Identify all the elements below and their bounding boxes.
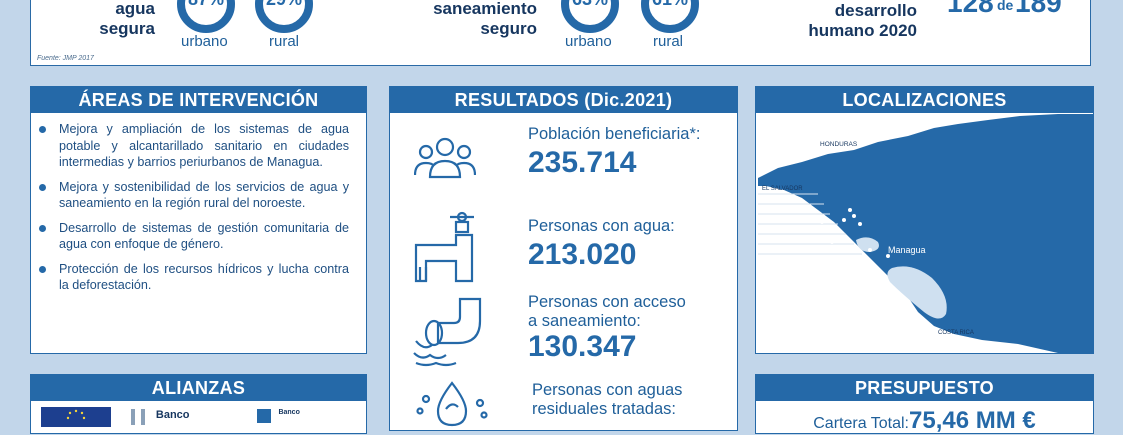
result-label-2: Personas con agua: (528, 217, 675, 235)
alliances-panel: ALIANZAS Banco Banco (30, 374, 367, 434)
result-value-1: 235.714 (528, 146, 637, 179)
budget-panel: PRESUPUESTO Cartera Total:75,46 MM € (755, 374, 1094, 434)
water-rural-ring (255, 0, 313, 33)
water-title: agua segura (99, 0, 155, 38)
eu-flag-logo (41, 407, 111, 427)
sanitation-urban-value: 63% (555, 0, 625, 10)
list-item: Mejora y ampliación de los sistemas de a… (39, 121, 349, 171)
hdi-total: 189 (1015, 0, 1062, 18)
sanitation-title: saneamiento seguro (433, 0, 537, 38)
people-group-icon (413, 135, 477, 186)
areas-panel: ÁREAS DE INTERVENCIÓN Mejora y ampliació… (30, 86, 367, 354)
budget-title: PRESUPUESTO (756, 375, 1093, 401)
source-note: Fuente: JMP 2017 (37, 55, 94, 62)
alliances-title: ALIANZAS (31, 375, 366, 401)
sanitation-rural-label: rural (653, 33, 684, 50)
svg-text:HONDURAS: HONDURAS (820, 141, 858, 148)
water-urban-value: 87% (171, 0, 241, 10)
location-map: HONDURAS EL SALVADOR Managua COSTA RICA (758, 114, 1094, 353)
indicators-strip: agua segura 87% urbano 29% rural saneami… (30, 0, 1091, 66)
areas-list: Mejora y ampliación de los sistemas de a… (39, 121, 349, 302)
svg-text:Managua: Managua (888, 245, 926, 255)
result-value-3: 130.347 (528, 330, 637, 363)
water-rural-value: 29% (249, 0, 319, 10)
result-value-2: 213.020 (528, 238, 637, 271)
hdi-title: desarrollo humano 2020 (808, 1, 917, 40)
result-label-1: Población beneficiaria*: (528, 125, 701, 143)
hdi-connector: de (997, 0, 1014, 13)
bullet-icon (39, 126, 46, 133)
results-panel: RESULTADOS (Dic.2021) Población benefici… (389, 86, 738, 431)
list-item: Desarrollo de sistemas de gestión comuni… (39, 220, 349, 253)
el-salvador-label: EL SALVADOR (762, 186, 803, 192)
sanitation-rural-value: 61% (635, 0, 705, 10)
map-panel: LOCALIZACIONES (755, 86, 1094, 354)
bullet-icon (39, 183, 46, 191)
bank-logo-2: Banco (257, 409, 357, 429)
result-label-3: Personas con acceso a saneamiento: (528, 293, 686, 330)
water-rural-label: rural (269, 33, 300, 50)
list-item: Protección de los recursos hídricos y lu… (39, 261, 349, 294)
water-recycle-icon (414, 379, 490, 434)
sanitation-urban-label: urbano (565, 33, 612, 50)
water-tap-icon (412, 209, 482, 288)
results-title: RESULTADOS (Dic.2021) (390, 87, 737, 113)
bank-logo-1: Banco (131, 409, 231, 429)
areas-title: ÁREAS DE INTERVENCIÓN (31, 87, 366, 113)
hdi-rank: 128 (947, 0, 994, 18)
map-title: LOCALIZACIONES (756, 87, 1093, 113)
svg-text:COSTA RICA: COSTA RICA (938, 330, 974, 336)
bullet-icon (39, 265, 46, 273)
sewer-pipe-icon (410, 295, 486, 372)
water-urban-label: urbano (181, 33, 228, 50)
budget-line: Cartera Total:75,46 MM € (813, 407, 1036, 434)
list-item: Mejora y sostenibilidad de los servicios… (39, 179, 349, 212)
bullet-icon (39, 224, 46, 232)
result-label-4: Personas con aguas residuales tratadas: (532, 381, 683, 418)
